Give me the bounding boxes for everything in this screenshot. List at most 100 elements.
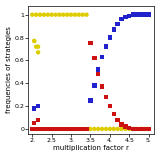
Point (85, 14, 88, 16)
Point (128, 15, 131, 17)
Point (66, 128, 68, 130)
Point (43, 14, 45, 16)
Point (132, 14, 134, 16)
Point (124, 16, 127, 18)
Point (58, 128, 61, 130)
Point (132, 128, 134, 130)
Point (35, 128, 37, 130)
Point (50, 128, 53, 130)
Point (66, 14, 68, 16)
Point (85, 128, 88, 130)
Point (37, 105, 39, 107)
Point (62, 128, 65, 130)
Point (37, 51, 39, 54)
Point (128, 128, 131, 130)
Point (120, 18, 123, 21)
Point (93, 84, 96, 87)
Point (37, 45, 39, 48)
Point (147, 14, 150, 16)
Point (105, 45, 107, 48)
Point (140, 128, 142, 130)
Point (140, 14, 142, 16)
Point (74, 14, 76, 16)
Point (116, 119, 119, 121)
Point (112, 128, 115, 130)
Point (33, 107, 36, 110)
Point (47, 14, 49, 16)
Point (112, 28, 115, 31)
Point (78, 128, 80, 130)
Point (39, 128, 41, 130)
Point (81, 128, 84, 130)
Point (136, 128, 138, 130)
Point (33, 40, 36, 42)
Point (108, 105, 111, 107)
Point (108, 128, 111, 130)
Point (89, 42, 92, 44)
Point (140, 128, 142, 130)
Point (101, 128, 103, 130)
Point (33, 122, 36, 125)
Point (50, 128, 53, 130)
Point (31, 128, 34, 130)
Point (112, 113, 115, 115)
Point (54, 128, 57, 130)
Point (54, 128, 57, 130)
Point (78, 128, 80, 130)
Y-axis label: frequencies of strategies: frequencies of strategies (6, 26, 12, 113)
Point (105, 96, 107, 98)
Point (35, 45, 37, 48)
Point (124, 125, 127, 128)
Point (81, 128, 84, 130)
Point (144, 128, 146, 130)
Point (70, 128, 72, 130)
Point (47, 128, 49, 130)
Point (105, 128, 107, 130)
Point (132, 128, 134, 130)
Point (128, 127, 131, 129)
Point (108, 36, 111, 39)
Point (50, 14, 53, 16)
Point (70, 128, 72, 130)
Point (97, 128, 100, 130)
Point (93, 57, 96, 59)
Point (97, 68, 100, 71)
Point (66, 128, 68, 130)
Point (89, 99, 92, 102)
Point (101, 85, 103, 88)
Point (124, 128, 127, 130)
Point (31, 14, 34, 16)
Point (39, 128, 41, 130)
Point (147, 128, 150, 130)
Point (35, 14, 37, 16)
Point (120, 123, 123, 126)
Point (62, 128, 65, 130)
Point (37, 119, 39, 121)
Point (74, 128, 76, 130)
Point (43, 128, 45, 130)
Point (33, 40, 36, 42)
Point (39, 14, 41, 16)
Point (120, 128, 123, 130)
Point (97, 73, 100, 75)
Point (78, 14, 80, 16)
Point (89, 128, 92, 130)
Point (74, 128, 76, 130)
Point (54, 14, 57, 16)
Point (136, 128, 138, 130)
Point (101, 56, 103, 58)
Point (62, 14, 65, 16)
Point (43, 128, 45, 130)
Point (116, 128, 119, 130)
Point (136, 14, 138, 16)
Point (70, 14, 72, 16)
Point (35, 128, 37, 130)
Point (81, 14, 84, 16)
Point (58, 14, 61, 16)
Point (93, 128, 96, 130)
Point (144, 128, 146, 130)
Point (116, 23, 119, 25)
Point (147, 128, 150, 130)
X-axis label: multiplication factor r: multiplication factor r (53, 145, 129, 152)
Point (85, 128, 88, 130)
